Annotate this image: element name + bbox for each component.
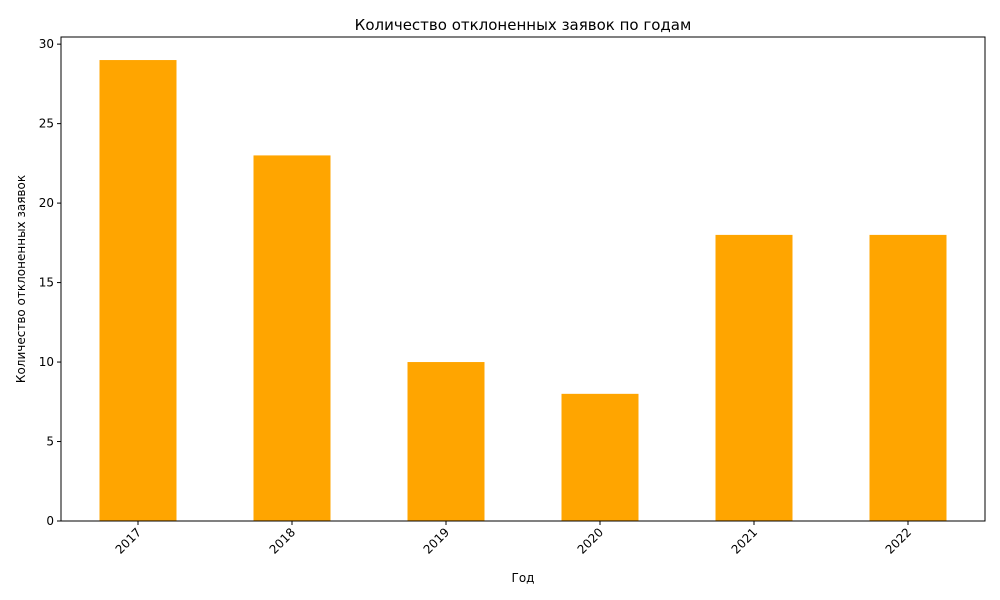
y-tick-label: 10 bbox=[39, 355, 54, 369]
y-tick-label: 25 bbox=[39, 117, 54, 131]
x-axis-title: Год bbox=[512, 571, 535, 585]
x-tick-label: 2017 bbox=[113, 525, 144, 556]
bar-2020 bbox=[561, 393, 639, 521]
x-tick-label: 2021 bbox=[729, 525, 760, 556]
x-tick-label: 2018 bbox=[267, 525, 298, 556]
y-tick-label: 0 bbox=[46, 514, 54, 528]
x-tick-label: 2020 bbox=[575, 525, 606, 556]
y-axis: 0 5 10 15 20 25 30 bbox=[39, 37, 61, 528]
y-tick-label: 20 bbox=[39, 196, 54, 210]
plot-frame bbox=[60, 36, 986, 522]
bar-2021 bbox=[715, 234, 793, 521]
bar-2017 bbox=[99, 60, 177, 522]
chart-title: Количество отклоненных заявок по годам bbox=[355, 16, 692, 34]
x-tick-label: 2019 bbox=[421, 525, 452, 556]
y-axis-title: Количество отклоненных заявок bbox=[14, 175, 28, 383]
bar-2018 bbox=[253, 155, 331, 521]
x-axis: 2017 2018 2019 2020 2021 2022 bbox=[113, 521, 914, 557]
bar-2022 bbox=[869, 234, 947, 521]
y-tick-label: 5 bbox=[46, 435, 54, 449]
y-tick-label: 15 bbox=[39, 276, 54, 290]
x-tick-label: 2022 bbox=[883, 525, 914, 556]
bar-2019 bbox=[407, 362, 485, 521]
y-tick-label: 30 bbox=[39, 37, 54, 51]
bars-group bbox=[99, 60, 947, 522]
